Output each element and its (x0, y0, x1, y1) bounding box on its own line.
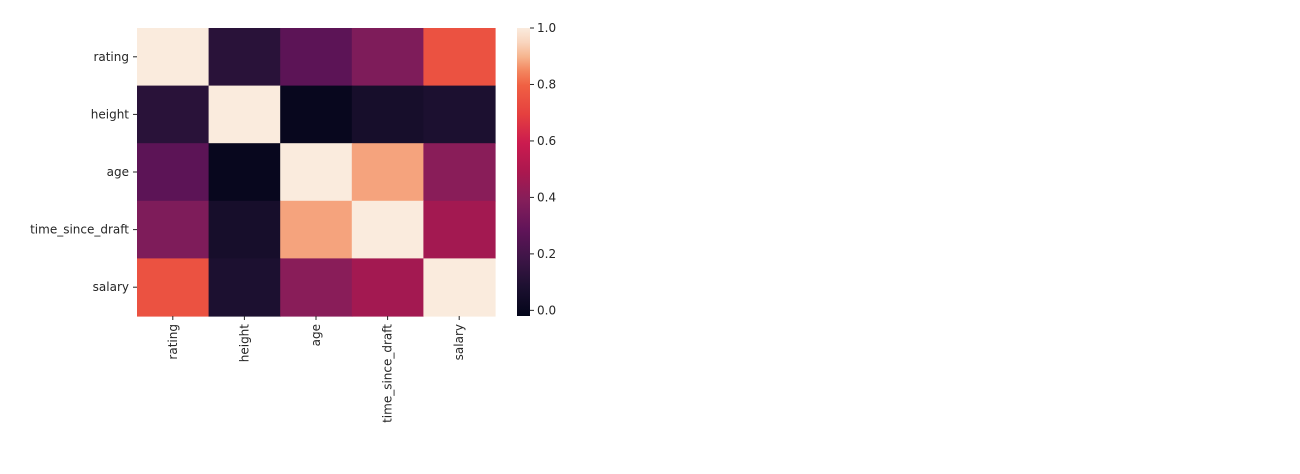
colorbar-tick-label: 0.8 (537, 77, 556, 91)
heatmap-cell-time_since_draft-rating (137, 200, 210, 259)
colorbar-tick-label: 0.4 (537, 190, 556, 204)
heatmap-cell-rating-time_since_draft (351, 28, 424, 87)
heatmap-cell-age-salary (423, 143, 496, 202)
heatmap-cell-salary-age (280, 258, 353, 317)
heatmap-cell-height-salary (423, 85, 496, 144)
column-tick-label: time_since_draft (381, 324, 395, 423)
heatmap-cell-time_since_draft-time_since_draft (351, 200, 424, 259)
heatmap-cell-time_since_draft-height (208, 200, 281, 259)
heatmap-cell-rating-rating (137, 28, 210, 87)
heatmap-cell-height-age (280, 85, 353, 144)
heatmap-cell-age-height (208, 143, 281, 202)
colorbar-tick-label: 0.6 (537, 134, 556, 148)
colorbar-tick-label: 0.2 (537, 247, 556, 261)
heatmap-cell-height-height (208, 85, 281, 144)
heatmap-cell-salary-salary (423, 258, 496, 317)
heatmap-cell-age-time_since_draft (351, 143, 424, 202)
colorbar-tick-label: 1.0 (537, 21, 556, 35)
heatmap-cell-time_since_draft-age (280, 200, 353, 259)
column-tick-label: height (237, 324, 251, 363)
column-tick-label: salary (452, 324, 466, 360)
heatmap-cell-salary-time_since_draft (351, 258, 424, 317)
heatmap-cells (137, 28, 496, 317)
row-tick-label: rating (93, 50, 129, 64)
column-tick-label: age (309, 324, 323, 346)
heatmap-cell-rating-height (208, 28, 281, 87)
heatmap-cell-age-age (280, 143, 353, 202)
heatmap-cell-height-time_since_draft (351, 85, 424, 144)
heatmap-cell-rating-age (280, 28, 353, 87)
heatmap-cell-salary-rating (137, 258, 210, 317)
row-tick-label: height (91, 107, 130, 121)
row-tick-label: age (107, 165, 129, 179)
heatmap-cell-height-rating (137, 85, 210, 144)
heatmap-cell-time_since_draft-salary (423, 200, 496, 259)
colorbar-tick-label: 0.0 (537, 303, 556, 317)
row-tick-label: salary (93, 280, 129, 294)
row-tick-label: time_since_draft (30, 223, 129, 237)
heatmap-cell-salary-height (208, 258, 281, 317)
heatmap-cell-age-rating (137, 143, 210, 202)
colorbar-axis: 0.0 0.2 0.4 0.6 0.8 1.0 (530, 21, 556, 317)
column-axis: rating height age time_since_draft salary (166, 316, 466, 423)
colorbar (517, 28, 530, 316)
heatmap-cell-rating-salary (423, 28, 496, 87)
column-tick-label: rating (166, 324, 180, 360)
